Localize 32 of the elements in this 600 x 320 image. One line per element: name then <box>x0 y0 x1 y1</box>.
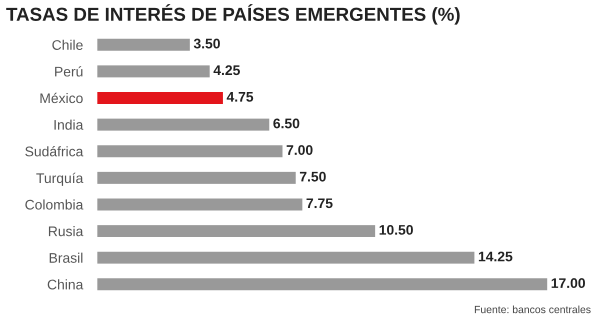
data-label: 7.00 <box>286 145 313 155</box>
y-tick-label: Brasil <box>50 252 82 263</box>
data-label: 14.25 <box>478 252 512 262</box>
y-tick-label: Rusia <box>48 226 84 236</box>
bar <box>97 145 282 158</box>
chart-title: TASAS DE INTERÉS DE PAÍSES EMERGENTES (%) <box>6 4 460 25</box>
bar <box>97 278 548 290</box>
data-label: 4.75 <box>226 92 254 102</box>
bar <box>97 38 190 51</box>
bar <box>97 92 223 104</box>
data-label: 4.25 <box>214 65 240 76</box>
bar <box>97 118 270 131</box>
data-label: 6.50 <box>273 118 300 128</box>
bar <box>97 225 376 238</box>
source-note: Fuente: bancos centrales <box>474 306 591 314</box>
data-label: 10.50 <box>380 224 413 235</box>
y-tick-label: India <box>54 120 84 130</box>
data-label: 3.50 <box>194 38 220 49</box>
bar <box>97 65 210 78</box>
y-tick-label: Sudáfrica <box>25 146 84 156</box>
y-tick-label: Chile <box>52 40 83 50</box>
y-tick-label: Turquía <box>36 172 84 186</box>
y-tick-label: China <box>48 279 84 290</box>
data-label: 7.50 <box>300 172 326 182</box>
y-tick-label: México <box>40 92 83 104</box>
y-tick-label: Colombia <box>25 199 84 210</box>
data-label: 17.00 <box>552 278 585 288</box>
y-tick-label: Perú <box>55 66 82 77</box>
bar <box>97 252 474 264</box>
bar <box>97 172 296 184</box>
bar <box>97 198 302 210</box>
data-label: 7.75 <box>306 198 333 208</box>
